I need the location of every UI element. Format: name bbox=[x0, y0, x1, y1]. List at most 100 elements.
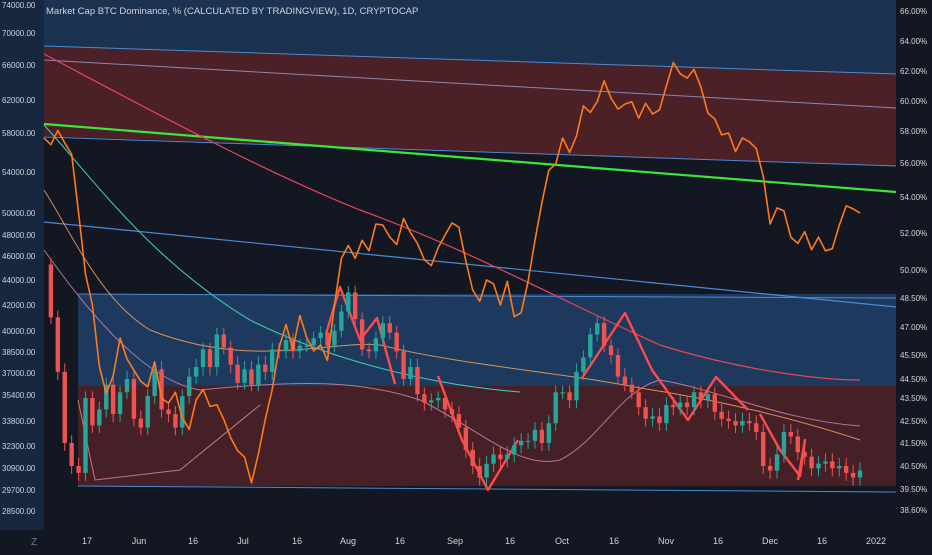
left-axis-tick-label: 70000.00 bbox=[2, 29, 36, 38]
dominance-candle bbox=[304, 345, 309, 347]
dominance-candle bbox=[104, 384, 109, 410]
dominance-candle bbox=[387, 323, 392, 333]
dominance-candle bbox=[228, 347, 233, 365]
green-trendline bbox=[43, 122, 897, 194]
dominance-candle bbox=[138, 418, 144, 428]
left-axis-tick-label: 58000.00 bbox=[2, 129, 36, 138]
left-axis-tick-label: 50000.00 bbox=[2, 209, 36, 218]
dominance-candle bbox=[712, 394, 717, 412]
dominance-candle bbox=[408, 367, 413, 379]
dominance-candle bbox=[505, 454, 510, 460]
x-axis-tick-label: Oct bbox=[555, 536, 570, 546]
btc-price-line bbox=[43, 61, 861, 484]
dominance-candle bbox=[581, 357, 586, 372]
pink-ma-line bbox=[43, 249, 861, 462]
top-blue-zone bbox=[44, 0, 896, 74]
dominance-candle bbox=[55, 317, 61, 372]
dominance-candle bbox=[69, 443, 74, 466]
right-axis-tick-label: 47.00% bbox=[900, 323, 927, 332]
dominance-candle bbox=[187, 376, 192, 397]
dominance-candle bbox=[221, 334, 226, 348]
right-axis-tick-label: 42.50% bbox=[900, 417, 927, 426]
dominance-candle bbox=[76, 466, 81, 473]
x-axis-tick-label: Nov bbox=[658, 536, 675, 546]
dominance-candle bbox=[595, 323, 600, 335]
dominance-candle bbox=[456, 414, 462, 428]
dominance-candle bbox=[857, 470, 863, 478]
dominance-candle bbox=[270, 349, 275, 372]
dominance-candle bbox=[754, 423, 759, 432]
dominance-candle bbox=[180, 396, 185, 428]
dominance-candle bbox=[311, 338, 316, 346]
x-axis-tick-label: Jul bbox=[237, 536, 249, 546]
dominance-candle bbox=[283, 340, 289, 352]
dominance-candle bbox=[491, 454, 496, 464]
dominance-candle bbox=[152, 369, 157, 397]
left-axis-tick-label: 32300.00 bbox=[2, 442, 36, 451]
dominance-candle bbox=[193, 367, 199, 377]
dominance-candle bbox=[574, 371, 579, 401]
dominance-candle bbox=[207, 349, 213, 367]
dominance-candle bbox=[422, 394, 427, 403]
mid-channel-line bbox=[43, 59, 897, 109]
dominance-candle bbox=[733, 421, 738, 426]
dominance-candle bbox=[622, 376, 628, 385]
dominance-candle bbox=[740, 421, 745, 426]
dominance-candle bbox=[539, 429, 545, 443]
dominance-candle bbox=[346, 292, 351, 312]
dominance-candle bbox=[512, 445, 517, 455]
long-blue-trendline bbox=[43, 221, 897, 308]
dominance-candle bbox=[601, 323, 607, 346]
dominance-candle bbox=[463, 427, 469, 450]
x-axis-tick-label: 16 bbox=[395, 536, 405, 546]
dominance-candle bbox=[159, 369, 164, 410]
left-axis-tick-label: 54000.00 bbox=[2, 168, 36, 177]
left-blue-band bbox=[0, 0, 44, 530]
right-axis-tick-label: 56.00% bbox=[900, 159, 927, 168]
blue-range-box bbox=[78, 294, 896, 386]
dominance-candle bbox=[83, 398, 88, 473]
x-axis-tick-label: Sep bbox=[447, 536, 463, 546]
dominance-candle bbox=[795, 436, 800, 453]
candles-layer bbox=[48, 257, 863, 486]
dominance-candle bbox=[470, 449, 475, 466]
left-axis-tick-label: 35400.00 bbox=[2, 391, 36, 400]
left-axis-tick-label: 74000.00 bbox=[2, 1, 36, 10]
dominance-candle bbox=[484, 463, 489, 478]
channel-top-line bbox=[43, 45, 897, 75]
bottom-axis-panel bbox=[0, 530, 932, 550]
dominance-candle bbox=[664, 404, 669, 424]
dominance-candle bbox=[124, 379, 130, 393]
range-top-line bbox=[77, 293, 897, 299]
x-axis-tick-label: 16 bbox=[817, 536, 827, 546]
x-axis-tick-label: 17 bbox=[82, 536, 92, 546]
dominance-candle bbox=[359, 319, 365, 350]
dominance-candle bbox=[173, 414, 178, 428]
right-axis-panel bbox=[896, 0, 932, 550]
right-axis-tick-label: 43.50% bbox=[900, 394, 927, 403]
dominance-candle bbox=[643, 407, 648, 419]
x-axis-tick-label: 2022 bbox=[866, 536, 886, 546]
dominance-candle bbox=[110, 384, 116, 415]
dominance-candle bbox=[373, 338, 379, 352]
x-axis-tick-label: 16 bbox=[505, 536, 515, 546]
dominance-candle bbox=[629, 384, 634, 393]
x-axis-tick-label: Aug bbox=[340, 536, 356, 546]
dominance-candle bbox=[781, 432, 787, 455]
x-axis-tick-label: 16 bbox=[713, 536, 723, 546]
x-axis-tick-label: 16 bbox=[188, 536, 198, 546]
dominance-candle bbox=[816, 463, 821, 469]
dominance-candle bbox=[318, 332, 323, 339]
dominance-candle bbox=[332, 330, 337, 346]
right-axis-tick-label: 39.50% bbox=[900, 485, 927, 494]
dominance-candle bbox=[97, 409, 102, 426]
dominance-candle bbox=[352, 292, 358, 320]
dominance-candle bbox=[809, 456, 814, 469]
dominance-candle bbox=[394, 332, 399, 352]
dominance-candle bbox=[671, 404, 676, 408]
dominance-candle bbox=[823, 461, 828, 464]
dominance-candle bbox=[684, 402, 690, 408]
dominance-candle bbox=[325, 332, 330, 346]
dominance-candle bbox=[678, 402, 683, 408]
